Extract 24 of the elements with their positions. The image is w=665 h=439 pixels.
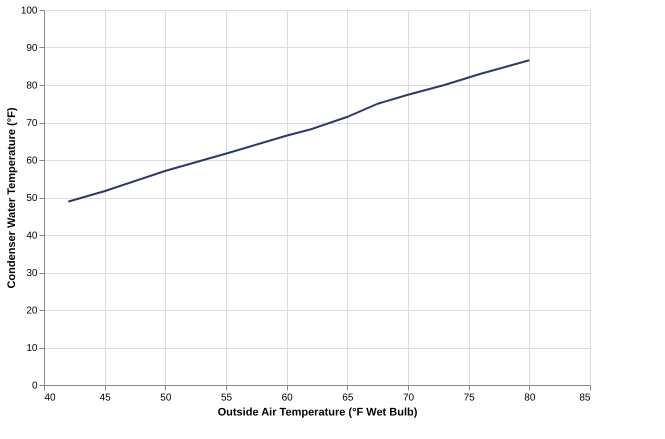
y-tick-label: 0 (32, 380, 38, 392)
x-tick-label: 65 (342, 392, 354, 404)
y-tick-label: 20 (26, 306, 38, 316)
x-tick-label: 55 (220, 392, 232, 404)
x-tick-label: 40 (44, 392, 56, 404)
x-tick-label: 45 (100, 392, 112, 404)
y-tick-label: 30 (26, 268, 38, 279)
y-tick-label: 90 (26, 43, 38, 54)
y-tick-label: 70 (26, 118, 38, 129)
y-tick-label: 100 (20, 6, 38, 16)
y-axis-title: Condenser Water Temperature (°F) (6, 107, 18, 289)
y-tick-label: 50 (26, 193, 38, 204)
x-tick-label: 60 (282, 392, 294, 404)
y-tick-label: 10 (26, 343, 38, 354)
y-tick-label: 60 (26, 156, 38, 166)
x-tick-label: 50 (160, 392, 172, 404)
y-tick-label: 40 (26, 230, 38, 242)
line-series (67, 59, 530, 203)
y-tick-label: 80 (26, 80, 38, 92)
x-axis-title: Outside Air Temperature (°F Wet Bulb) (218, 406, 418, 418)
x-tick-label: 85 (579, 392, 591, 404)
x-tick-label: 75 (464, 392, 476, 404)
x-tick-label: 70 (402, 392, 414, 404)
x-tick-label: 80 (524, 392, 536, 404)
